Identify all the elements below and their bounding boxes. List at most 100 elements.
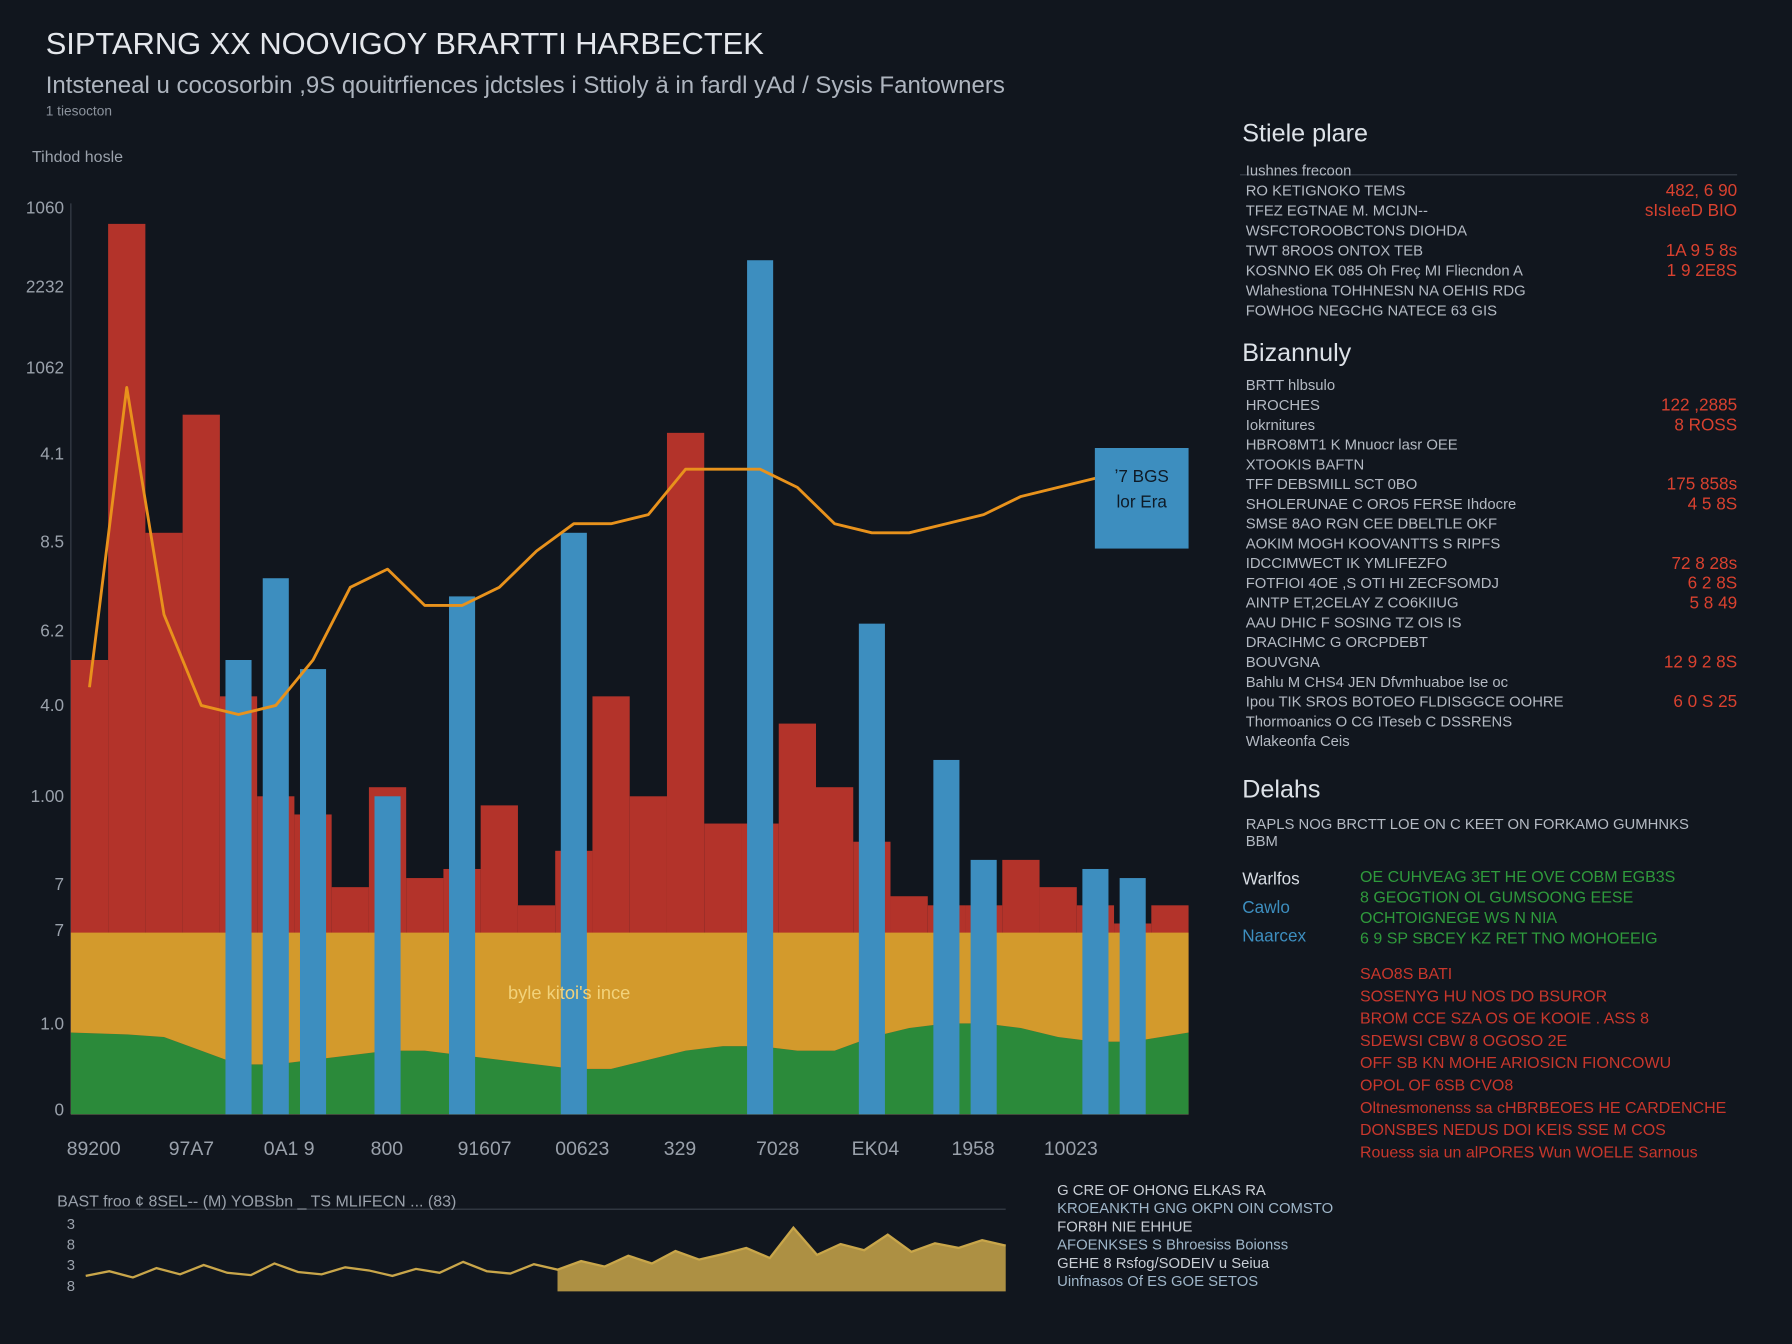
note-red: SOSENYG HU NOS DO BSUROR: [1360, 988, 1607, 1005]
row-text: FOTFIOI 4OE ,S OTI HI ZECFSOMDJ: [1246, 576, 1499, 592]
row-text: BRTT hlbsulo: [1246, 378, 1335, 394]
row-text: BOUVGNA: [1246, 655, 1320, 671]
bar: [970, 859, 997, 1115]
row-value: 72 8 28s: [1671, 553, 1737, 573]
x-tick-label: 800: [371, 1138, 404, 1160]
row-text: HROCHES: [1246, 398, 1320, 414]
y-tick-label: 6.2: [40, 621, 64, 641]
row-text: Wlakeonfa Ceis: [1246, 734, 1350, 750]
bar: [1082, 868, 1109, 1115]
mini-axis-label: 8: [67, 1238, 75, 1254]
x-tick-label: 91607: [458, 1138, 512, 1160]
footer-note: AFOENKSES S Bhroesiss Boionss: [1057, 1238, 1288, 1254]
y-tick-label: 7: [54, 874, 64, 894]
area: [70, 1023, 1189, 1115]
row-text: SMSE 8AO RGN CEE DBELTLE OKF: [1246, 517, 1497, 533]
bar: [225, 660, 252, 1115]
row-text: FOWHOG NEGCHG NATECE 63 GIS: [1246, 303, 1497, 319]
note-green: 6 9 SP SBCEY KZ RET TNO MOHOEEIG: [1360, 931, 1658, 948]
mini-axis-label: 8: [67, 1279, 75, 1295]
note-red: SDEWSI CBW 8 OGOSO 2E: [1360, 1033, 1567, 1050]
mini-axis-label: 3: [67, 1217, 75, 1233]
row-text: IDCCIMWECT IK YMLIFEZFO: [1246, 556, 1448, 572]
note-red: OFF SB KN MOHE ARIOSICN FIONCOWU: [1360, 1055, 1671, 1072]
note-red: Rouess sia un alPORES Wun WOELE Sarnous: [1360, 1144, 1698, 1161]
x-tick-label: 97A7: [169, 1138, 214, 1160]
row-value: 6 0 S 25: [1673, 691, 1737, 711]
y-tick-label: 4.1: [40, 443, 64, 463]
x-tick-label: 0A1 9: [264, 1138, 315, 1160]
mini-title: BAST froo ¢ 8SEL-- (M) YOBSbn _ TS MLIFE…: [57, 1194, 456, 1211]
row-text: TFEZ EGTNAE M. MCIJN--: [1246, 203, 1428, 219]
note-red: OPOL OF 6SB CVO8: [1360, 1078, 1513, 1095]
note-red: DONSBES NEDUS DOI KEIS SSE M COS: [1360, 1122, 1666, 1139]
y-tick-label: 2232: [26, 277, 64, 297]
row-text: Bahlu M CHS4 JEN Dfvmhuaboe Ise oc: [1246, 675, 1509, 691]
legend-item: Warlfos: [1242, 869, 1299, 889]
row-text: TFF DEBSMILL SCT 0BO: [1246, 477, 1418, 493]
section-heading: Stiele plare: [1242, 119, 1368, 147]
row-value: 6 2 8S: [1688, 573, 1738, 593]
note-red: Oltnesmonenss sa cHBRBEOES HE CARDENCHE: [1360, 1100, 1726, 1117]
row-value: 1A 9 5 8s: [1666, 240, 1737, 260]
y-tick-label: 1062: [26, 358, 64, 378]
row-value: 5 8 49: [1690, 592, 1738, 612]
y-tick-label: 8.5: [40, 531, 64, 551]
row-text: Thormoanics O CG ITeseb C DSSRENS: [1246, 714, 1513, 730]
callout-text: ʼ7 BGS: [1115, 466, 1169, 486]
x-tick-label: 1958: [952, 1138, 995, 1160]
note-green: OCHTOIGNEGE WS N NIA: [1360, 910, 1557, 927]
row-text: AINTP ET,2CELAY Z CO6KIIUG: [1246, 596, 1459, 612]
bar: [374, 796, 401, 1115]
row-value: sIsIeeD BIO: [1645, 200, 1737, 220]
note-red: SAO8S BATI: [1360, 966, 1452, 983]
title: SIPTARNG XX NOOVIGOY BRARTTI HARBECTEK: [46, 26, 765, 61]
mini-area: [557, 1227, 1006, 1292]
area: [70, 932, 1189, 1069]
footer-note: GEHE 8 Rsfog/SODEIV u Seiua: [1057, 1256, 1270, 1272]
x-tick-label: EK04: [852, 1138, 900, 1160]
row-text: HBRO8MT1 K Mnuocr lasr OEE: [1246, 438, 1458, 454]
y-tick-label: 0: [54, 1099, 64, 1119]
bar: [747, 260, 774, 1115]
mini-axis-label: 3: [67, 1258, 75, 1274]
x-tick-label: 329: [664, 1138, 696, 1160]
row-text: Ipou TIK SROS BOTOEO FLDISGGCE OOHRE: [1246, 695, 1564, 711]
row-text: BBM: [1246, 834, 1278, 850]
row-value: 8 ROSS: [1674, 414, 1737, 434]
callout-text: lor Era: [1116, 491, 1167, 511]
y-tick-label: 1.00: [31, 786, 64, 806]
footer-note: FOR8H NIE EHHUE: [1057, 1219, 1192, 1235]
note: 1 tiesocton: [46, 104, 112, 119]
row-value: 482, 6 90: [1666, 180, 1737, 200]
x-tick-label: 10023: [1044, 1138, 1098, 1160]
callout-box: [1094, 448, 1189, 549]
row-value: 1 9 2E8S: [1667, 260, 1737, 280]
note-green: 8 GEOGTION OL GUMSOONG EESE: [1360, 890, 1633, 907]
row-text: DRACIHMC G ORCPDEBT: [1246, 635, 1428, 651]
y-tick-label: 1060: [26, 198, 64, 218]
subtitle: Intsteneal u cocosorbin ,9S qouitrfience…: [46, 72, 1005, 99]
note-green: OE CUHVEAG 3ET HE OVE COBM EGB3S: [1360, 869, 1675, 886]
row-value: 12 9 2 8S: [1664, 652, 1737, 672]
row-value: 122 ,2885: [1661, 395, 1737, 415]
row-text: SHOLERUNAE C ORO5 FERSE Ihdocre: [1246, 497, 1517, 513]
y-tick-label: 4.0: [40, 695, 64, 715]
bar: [449, 596, 476, 1115]
bar: [858, 623, 885, 1115]
mini-line: [85, 1225, 1006, 1279]
x-tick-label: 89200: [67, 1138, 121, 1160]
bar: [299, 669, 327, 1115]
row-text: Iushnes frecoon: [1246, 163, 1352, 179]
row-text: Iokrnitures: [1246, 418, 1315, 434]
section-heading: Delahs: [1242, 775, 1320, 803]
row-text: Wlahestiona TOHHNESN NA OEHIS RDG: [1246, 283, 1526, 299]
row-text: TWT 8ROOS ONTOX TEB: [1246, 243, 1423, 259]
legend-item: Cawlo: [1242, 897, 1290, 917]
axis-title: Tihdod hosle: [32, 149, 123, 166]
annotation: byle kitoi's ince: [508, 982, 630, 1003]
row-text: WSFCTOROOBCTONS DIOHDA: [1246, 223, 1467, 239]
footer-note: Uinfnasos Of ES GOE SETOS: [1057, 1274, 1258, 1290]
